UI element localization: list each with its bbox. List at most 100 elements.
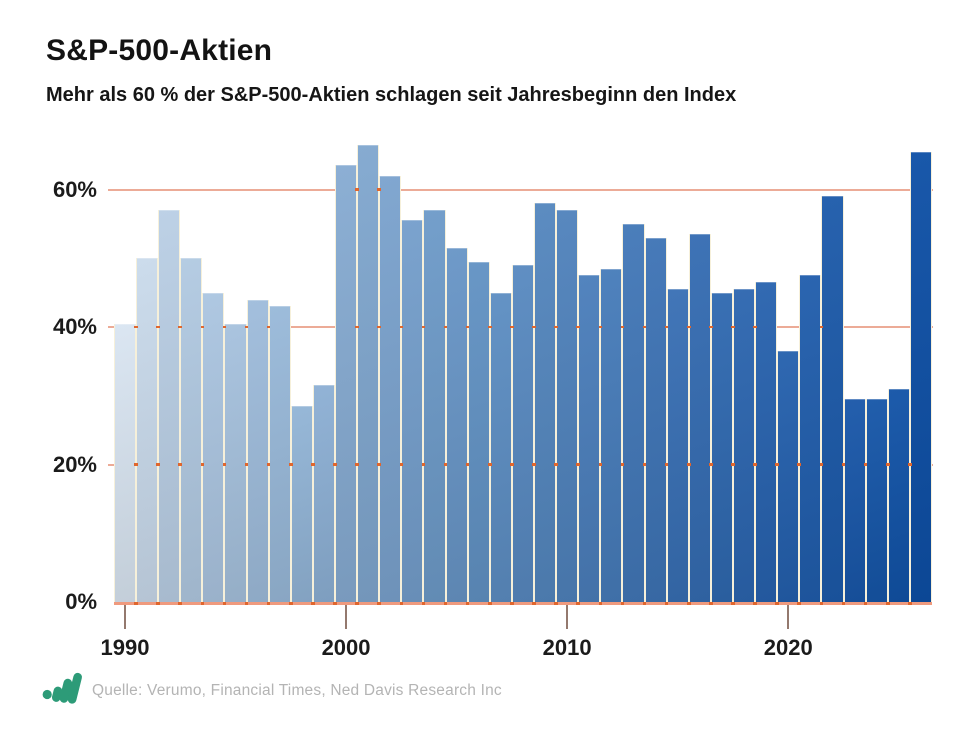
bar-slot-2000 [333,140,358,605]
gridline-gap-dash [686,463,691,466]
bar-slot-2009 [532,140,557,605]
baseline-gap-dash [333,602,337,605]
bar-slot-1997 [266,140,291,605]
bar-1994 [202,292,225,602]
gridline-gap-dash [753,325,757,328]
gridline-gap-dash [156,463,160,466]
baseline-gap-dash [244,602,249,605]
bar-2026 [909,151,932,602]
baseline-gap-dash [753,602,757,605]
bar-slot-1996 [244,140,269,605]
x-axis-label: 2010 [542,635,592,660]
gridline-gap-dash [421,325,426,328]
gridline-gap-dash [841,463,846,466]
bar-1990 [113,323,136,602]
bar-slot-2007 [487,140,512,605]
baseline-gap-dash [311,602,315,605]
bar-1997 [268,306,291,602]
baseline-gap-dash [487,602,492,605]
baseline-gap-dash [775,602,779,605]
gridline-gap-dash [200,463,205,466]
bar-slot-1998 [288,140,313,605]
bar-slot-2012 [598,140,623,605]
x-axis-tick-1990 [123,602,126,629]
bar-slot-2017 [709,140,733,605]
y-axis-label: 0% [65,589,97,614]
chart-title: S&P-500-Aktien [46,34,273,67]
gridline-gap-dash [510,325,514,328]
bar-slot-1990 [113,140,136,602]
baseline-gap-dash [134,602,138,605]
bar-slot-2011 [576,140,601,605]
bar-2012 [600,268,623,602]
baseline-gap-dash [156,602,160,605]
gridline-gap-dash [797,463,802,466]
bar-2019 [755,282,778,602]
gridline-gap-dash [222,463,227,466]
baseline-gap-dash [554,602,558,605]
bar-slot-2021 [797,140,822,605]
gridline-gap-dash [664,463,669,466]
gridline-gap-dash [355,188,359,191]
bar-2023 [843,399,866,602]
gridline-gap-dash [134,325,138,328]
x-axis-tick-2010 [566,602,569,629]
gridline-gap-dash [620,463,625,466]
gridline-gap-dash [443,325,448,328]
bar-2003 [401,220,424,602]
bar-slot-2018 [731,140,756,605]
baseline-gap-dash [377,602,381,605]
baseline-gap-dash [686,602,691,605]
gridline-gap-dash [266,463,271,466]
bar-slot-2020 [775,140,800,605]
bar-slot-1992 [156,140,181,605]
bar-2015 [666,289,689,602]
chart-subtitle: Mehr als 60 % der S&P-500-Aktien schlage… [46,84,737,106]
baseline-gap-dash [598,602,603,605]
gridline-gap-dash [465,325,470,328]
gridline-gap-dash [775,463,779,466]
baseline-gap-dash [222,602,227,605]
baseline-gap-dash [731,602,735,605]
bar-slot-1991 [134,140,159,605]
baseline-gap-dash [266,602,271,605]
baseline-gap-dash [664,602,669,605]
gridline-gap-dash [487,463,492,466]
baseline-gap-dash [355,602,359,605]
baseline-gap-dash [863,602,868,605]
gridline-gap-dash [819,463,824,466]
bar-slot-2025 [885,140,910,605]
bar-2016 [688,234,711,602]
gridline-gap-dash [355,325,359,328]
gridline-gap-dash [244,463,249,466]
bar-slot-2014 [642,140,667,605]
bar-slot-2006 [465,140,490,605]
baseline-gap-dash [620,602,625,605]
bar-2018 [732,289,756,602]
bar-2017 [710,292,733,602]
gridline-gap-dash [620,325,625,328]
x-axis-baseline [113,602,933,605]
bar-slot-2015 [664,140,689,605]
gridline-gap-dash [598,325,603,328]
bar-2025 [887,388,910,602]
y-axis-label: 60% [52,176,97,202]
bar-slot-2008 [510,140,534,605]
gridline-gap-dash [908,463,912,466]
gridline-gap-dash [576,463,580,466]
gridline-gap-dash [863,463,868,466]
gridline-gap-dash [178,325,183,328]
baseline-gap-dash [178,602,183,605]
gridline-gap-dash [731,325,735,328]
gridline-gap-dash [443,463,448,466]
gridline-gap-dash [399,325,404,328]
gridline-gap-dash [731,463,735,466]
baseline-gap-dash [200,602,205,605]
gridline-gap-dash [487,325,492,328]
bar-1996 [246,299,269,602]
baseline-gap-dash [288,602,293,605]
gridline-gap-dash [244,325,249,328]
gridline-60 [108,188,933,191]
baseline-gap-dash [399,602,404,605]
gridline-gap-dash [156,325,160,328]
